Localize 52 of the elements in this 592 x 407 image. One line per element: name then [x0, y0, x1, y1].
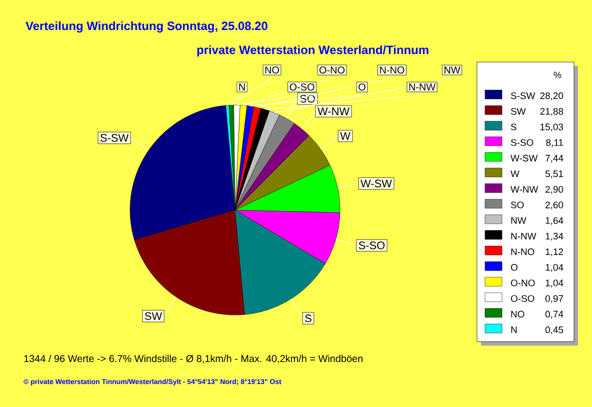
slice-label: S-SW — [100, 134, 129, 142]
legend-label: O — [510, 264, 518, 271]
legend-label: SO — [510, 202, 524, 208]
data-label: 0,74 — [545, 310, 564, 319]
data-label: 1,04 — [546, 264, 564, 272]
legend-label: N — [511, 326, 517, 333]
text: 1344 / 96 Werte -> 6.7% Windstille - Ø 8,1km/h - Max. 40,2km/h = Windböen — [24, 354, 362, 364]
legend-label: SW — [510, 108, 526, 115]
slice-label: O — [358, 83, 366, 91]
data-label: 7,44 — [546, 154, 564, 163]
data-label: 1,64 — [546, 217, 564, 226]
slice-label: SW — [144, 312, 162, 320]
data-label: 21,88 — [540, 108, 564, 116]
legend-label: S-SW — [510, 92, 536, 100]
slice-label: N-NO — [380, 66, 404, 74]
slice-label: S-SO — [358, 242, 385, 250]
legend-label: S — [510, 124, 516, 130]
slice-label: W-SW — [360, 180, 392, 188]
data-label: 28,20 — [540, 92, 564, 100]
data-label: 8,11 — [546, 139, 564, 148]
legend-label: N-NW — [511, 232, 536, 240]
legend-label: W — [510, 170, 520, 177]
data-label: 1,34 — [546, 232, 564, 241]
slice-label: O-SO — [290, 83, 314, 91]
chart-title: Verteilung Windrichtung Sonntag, 25.08.20 — [26, 21, 268, 33]
slice-label: NW — [444, 66, 460, 74]
data-label: 1,04 — [546, 280, 564, 288]
chart-subtitle: private Wetterstation Westerland/Tinnum — [197, 45, 428, 56]
legend-label: O-NO — [510, 280, 535, 286]
legend-label: NW — [511, 217, 526, 224]
data-label: 0,97 — [545, 295, 564, 304]
data-label: 1,12 — [546, 248, 564, 256]
legend-label: S-SO — [510, 139, 534, 146]
slice-label: NO — [265, 66, 280, 74]
category-label: SO — [300, 94, 315, 103]
data-label: 2,60 — [546, 202, 564, 210]
slice-label: N-NW — [409, 84, 436, 90]
legend-label: NO — [511, 310, 524, 318]
legend-label: W-NW — [510, 186, 538, 193]
legend-label: W-SW — [510, 154, 538, 162]
data-label: 5,51 — [545, 170, 564, 178]
slice-label: W — [340, 132, 350, 140]
legend-title: % — [554, 72, 562, 78]
data-label: 0,45 — [545, 326, 564, 334]
slice-label: N — [239, 84, 245, 90]
slice-label: W-NW — [318, 108, 350, 116]
data-label: 2,90 — [546, 186, 564, 194]
legend-label: O-SO — [510, 295, 534, 302]
slice-label: O-NO — [319, 66, 345, 74]
slice-label: S — [305, 314, 312, 322]
legend-label: N-NO — [511, 248, 534, 256]
data-label: 15,03 — [540, 124, 564, 132]
